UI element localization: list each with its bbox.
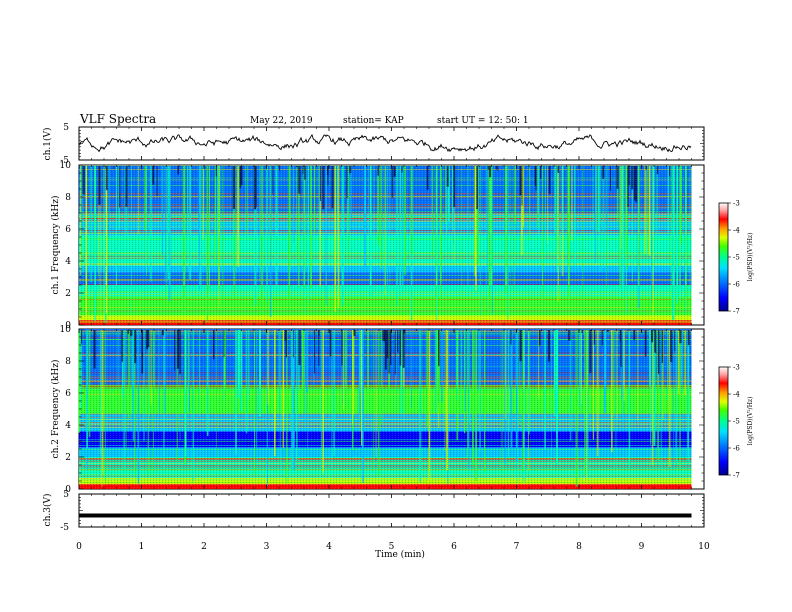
y-tick-label: 4 (65, 257, 71, 267)
figure-title: VLF Spectra (79, 112, 156, 126)
y-tick-label: 5 (63, 490, 69, 500)
y-tick-label: 10 (60, 325, 72, 335)
colorbar-tick-label: -7 (733, 472, 740, 480)
colorbar-tick-label: -4 (733, 227, 740, 235)
colorbar-tick-label: -5 (733, 418, 740, 426)
spectrogram-noise (79, 329, 692, 489)
x-tick-label: 4 (326, 542, 332, 552)
x-tick-label: 10 (698, 542, 710, 552)
y-tick-label: 8 (65, 193, 71, 203)
x-tick-label: 8 (576, 542, 582, 552)
ch1-spectrogram (79, 165, 692, 325)
colorbar-tick-label: -3 (733, 364, 740, 372)
colorbar-label: log(PSD)(V²/Hz) (747, 233, 754, 282)
ch1-waveform-frame (78, 126, 705, 161)
y-tick-label: 6 (65, 389, 71, 399)
colorbar (718, 202, 729, 312)
x-tick-label: 3 (264, 542, 270, 552)
x-tick-label: 0 (76, 542, 82, 552)
x-axis-label: Time (min) (375, 549, 425, 560)
y-tick-label: 2 (65, 453, 71, 463)
colorbar-tick-label: -7 (733, 308, 740, 316)
y-tick-label: 10 (60, 161, 72, 171)
ch1-waveform-line (78, 133, 692, 153)
y-tick-label: 2 (65, 289, 71, 299)
spectrogram-noise (79, 165, 692, 325)
x-tick-label: 9 (639, 542, 645, 552)
colorbar-tick-label: -6 (733, 445, 740, 453)
colorbar-tick-label: -6 (733, 281, 740, 289)
colorbars: -3 -4 -5 -6 -7 log(PSD)(V²/Hz) -3 -4 -5 -6 -7 log(P… (718, 200, 754, 480)
station-label: station= KAP (343, 116, 404, 126)
date-label: May 22, 2019 (250, 116, 313, 126)
y-tick-label: 0 (65, 321, 71, 331)
x-tick-label: 2 (201, 542, 207, 552)
ch1-spectrogram-ylabel: ch.1 Frequency (kHz) (50, 196, 61, 295)
y-tick-label: 6 (65, 225, 71, 235)
x-tick-label: 6 (451, 542, 457, 552)
y-tick-label: 8 (65, 357, 71, 367)
ch3-waveform-frame (78, 493, 705, 528)
y-tick-label: -5 (60, 523, 69, 533)
y-tick-label: -5 (60, 156, 69, 166)
ch2-spectrogram (78, 329, 692, 489)
colorbar-tick-label: -3 (733, 200, 740, 208)
ch2-spectrogram-ylabel: ch.2 Frequency (kHz) (50, 360, 61, 459)
x-tick-label: 5 (389, 542, 395, 552)
ch1-waveform-trace (78, 133, 692, 153)
y-tick-label: 4 (65, 421, 71, 431)
start-time-label: start UT = 12: 50: 1 (437, 116, 529, 126)
x-tick-label: 7 (514, 542, 520, 552)
x-tick-label: 1 (139, 542, 145, 552)
colorbar-tick-label: -5 (733, 254, 740, 262)
ch1-waveform-ylabel: ch.1(V) (42, 128, 53, 161)
colorbar-label: log(PSD)(V²/Hz) (747, 397, 754, 446)
colorbar (718, 366, 729, 476)
ch3-waveform-ylabel: ch.3(V) (42, 494, 53, 527)
y-tick-label: 0 (65, 485, 71, 495)
colorbar-tick-label: -4 (733, 391, 740, 399)
y-tick-label: 5 (63, 123, 69, 133)
